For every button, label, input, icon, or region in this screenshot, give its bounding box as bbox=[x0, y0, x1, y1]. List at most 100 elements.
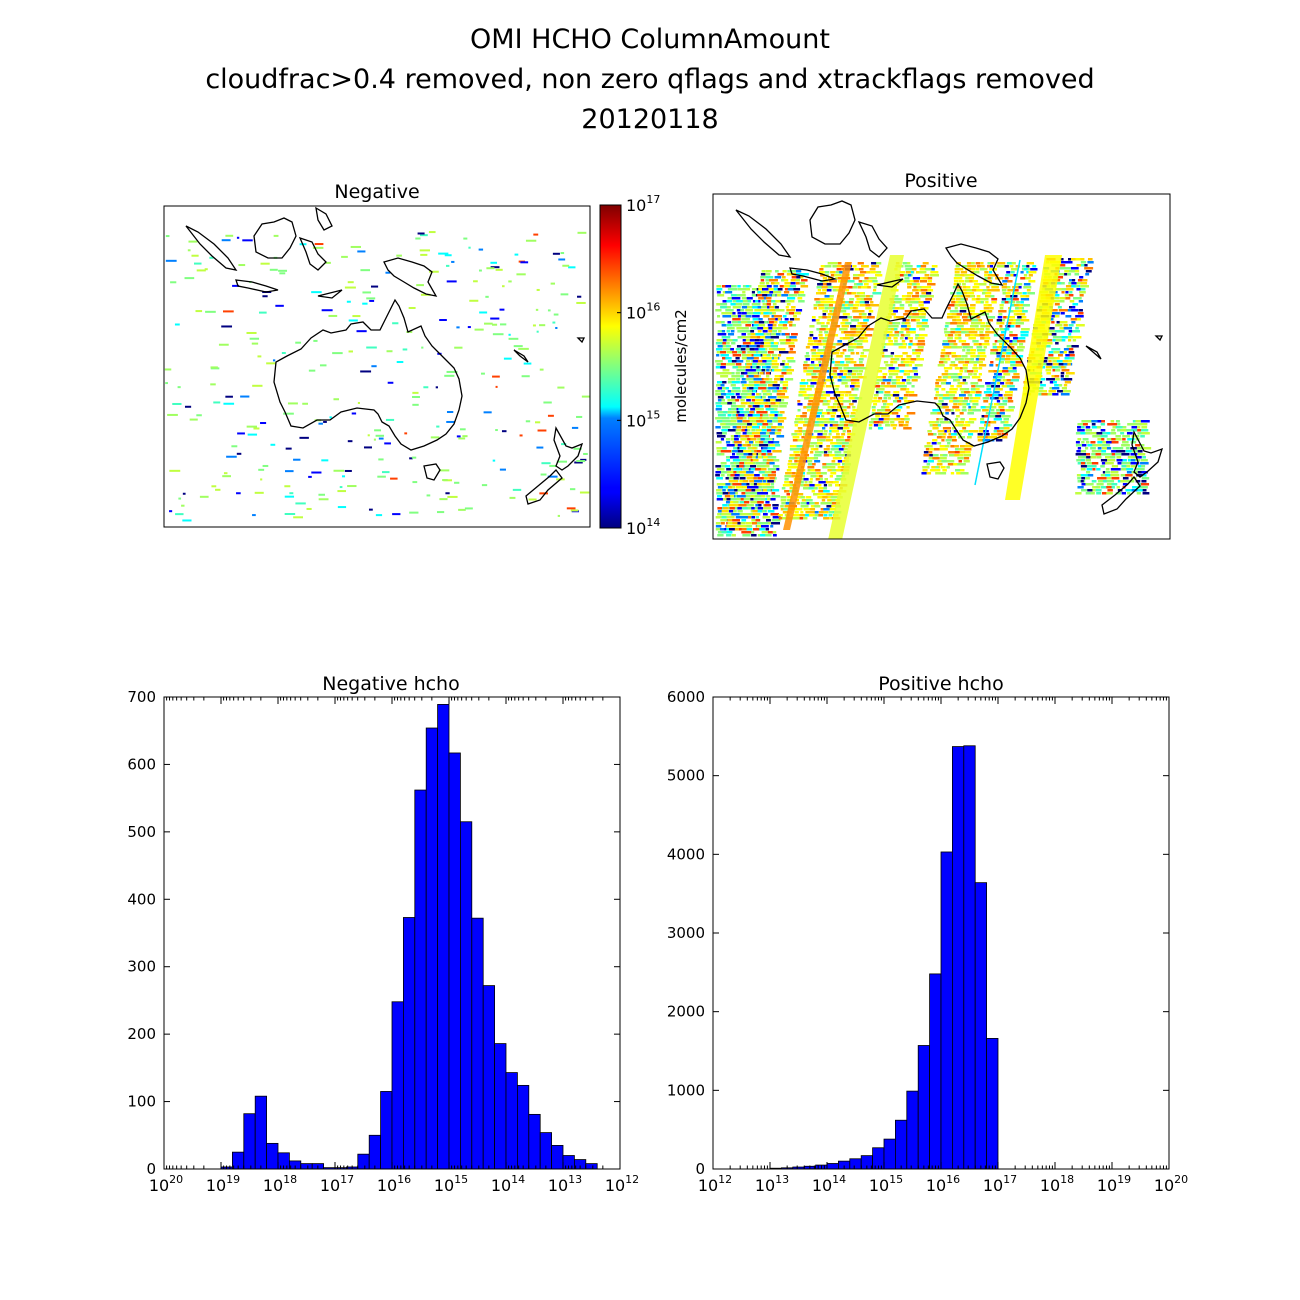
data-pixel bbox=[727, 429, 737, 432]
data-pixel bbox=[730, 474, 738, 477]
data-pixel bbox=[765, 363, 772, 366]
data-pixel bbox=[573, 447, 582, 450]
data-pixel bbox=[978, 373, 982, 376]
data-pixel bbox=[983, 307, 990, 310]
data-pixel bbox=[1052, 393, 1059, 396]
data-pixel bbox=[962, 292, 970, 295]
data-pixel bbox=[1078, 300, 1084, 303]
data-pixel bbox=[1141, 477, 1150, 480]
data-pixel bbox=[761, 483, 771, 486]
data-pixel bbox=[763, 285, 767, 288]
hist-bar bbox=[414, 789, 427, 1170]
data-pixel bbox=[950, 409, 954, 412]
data-pixel bbox=[1042, 390, 1047, 393]
data-pixel bbox=[984, 337, 991, 340]
data-pixel bbox=[757, 306, 762, 309]
data-pixel bbox=[806, 370, 815, 373]
data-pixel bbox=[566, 507, 576, 510]
x-tick-label: 1013 bbox=[548, 1173, 582, 1195]
data-pixel bbox=[1097, 420, 1105, 423]
data-pixel bbox=[968, 319, 975, 322]
data-pixel bbox=[810, 385, 815, 388]
data-pixel bbox=[915, 349, 924, 352]
data-pixel bbox=[726, 531, 733, 534]
data-pixel bbox=[806, 385, 811, 388]
data-pixel bbox=[751, 429, 756, 432]
data-pixel bbox=[954, 445, 959, 448]
data-pixel bbox=[843, 373, 848, 376]
data-pixel bbox=[1058, 354, 1063, 357]
data-pixel bbox=[742, 480, 749, 483]
data-pixel bbox=[1053, 351, 1060, 354]
data-pixel bbox=[558, 258, 566, 261]
data-pixel bbox=[753, 357, 759, 360]
data-pixel bbox=[923, 454, 930, 457]
data-pixel bbox=[801, 436, 805, 439]
data-pixel bbox=[924, 274, 930, 277]
data-pixel bbox=[725, 312, 735, 315]
data-pixel bbox=[912, 277, 921, 280]
data-pixel bbox=[947, 337, 953, 340]
data-pixel bbox=[1105, 456, 1114, 459]
data-pixel bbox=[771, 360, 778, 363]
data-pixel bbox=[799, 514, 808, 517]
data-pixel bbox=[832, 265, 839, 268]
data-pixel bbox=[1111, 441, 1119, 444]
data-pixel bbox=[915, 292, 919, 295]
data-pixel bbox=[735, 357, 740, 360]
data-pixel bbox=[747, 468, 753, 471]
data-pixel bbox=[756, 486, 763, 489]
negative-histogram: Negative hcho 01002003004005006007001020… bbox=[127, 673, 639, 1195]
data-pixel bbox=[886, 343, 894, 346]
data-pixel bbox=[951, 355, 959, 358]
data-pixel bbox=[969, 418, 977, 421]
data-pixel bbox=[576, 460, 586, 463]
data-pixel bbox=[965, 352, 972, 355]
data-pixel bbox=[196, 269, 206, 272]
data-pixel bbox=[820, 439, 826, 442]
data-pixel bbox=[772, 303, 777, 306]
data-pixel bbox=[716, 453, 724, 456]
data-pixel bbox=[182, 519, 192, 522]
fiji-coastline bbox=[576, 337, 586, 344]
data-pixel bbox=[881, 415, 890, 418]
data-pixel bbox=[238, 264, 246, 267]
data-pixel bbox=[842, 349, 847, 352]
data-pixel bbox=[1132, 486, 1140, 489]
data-pixel bbox=[866, 271, 871, 274]
data-pixel bbox=[435, 386, 438, 389]
data-pixel bbox=[252, 514, 256, 517]
data-pixel bbox=[961, 331, 969, 334]
data-pixel bbox=[847, 280, 855, 283]
data-pixel bbox=[925, 307, 929, 310]
data-pixel bbox=[1100, 429, 1106, 432]
data-pixel bbox=[1137, 465, 1142, 468]
data-pixel bbox=[770, 498, 776, 501]
data-pixel bbox=[922, 469, 928, 472]
data-pixel bbox=[924, 268, 934, 271]
data-pixel bbox=[755, 489, 762, 492]
data-pixel bbox=[1061, 336, 1070, 339]
data-pixel bbox=[295, 341, 302, 344]
data-pixel bbox=[827, 469, 835, 472]
data-pixel bbox=[1005, 274, 1013, 277]
data-pixel bbox=[716, 498, 724, 501]
data-pixel bbox=[776, 327, 783, 330]
data-pixel bbox=[848, 304, 855, 307]
data-pixel bbox=[841, 433, 846, 436]
data-pixel bbox=[1090, 447, 1096, 450]
data-pixel bbox=[737, 429, 744, 432]
data-pixel bbox=[1068, 357, 1075, 360]
data-pixel bbox=[946, 316, 955, 319]
data-pixel bbox=[935, 391, 939, 394]
data-pixel bbox=[1125, 447, 1130, 450]
java-coastline bbox=[789, 267, 838, 282]
data-pixel bbox=[375, 514, 383, 517]
data-pixel bbox=[785, 342, 793, 345]
data-pixel bbox=[893, 298, 903, 301]
data-pixel bbox=[170, 281, 177, 284]
data-pixel bbox=[980, 265, 985, 268]
data-pixel bbox=[833, 274, 842, 277]
data-pixel bbox=[746, 528, 753, 531]
data-pixel bbox=[840, 301, 848, 304]
